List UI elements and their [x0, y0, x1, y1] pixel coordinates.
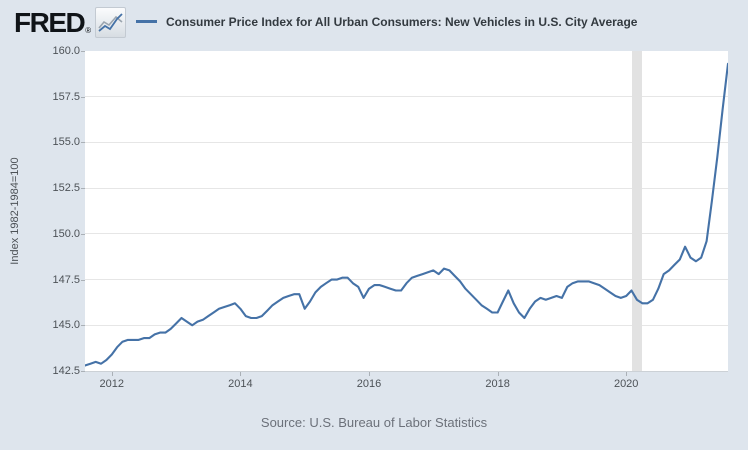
recession-band: [631, 51, 643, 371]
gridline: [85, 279, 728, 281]
gridline: [85, 96, 728, 98]
plot-area[interactable]: [85, 51, 728, 372]
gridline: [85, 324, 728, 326]
x-tick-mark: [240, 372, 242, 376]
x-tick-mark: [368, 372, 370, 376]
registered-trademark-symbol: ®: [85, 26, 92, 35]
cpi-new-vehicles-line[interactable]: [85, 62, 728, 367]
x-tick-mark: [626, 372, 628, 376]
x-tick-mark: [497, 372, 499, 376]
x-tick-mark: [111, 372, 113, 376]
series-legend-line-marker: [136, 20, 157, 23]
y-tick-mark: [81, 142, 85, 144]
y-tick-mark: [81, 51, 85, 52]
y-axis-title: Index 1982-1984=100: [9, 157, 21, 265]
gridline: [85, 187, 728, 189]
series-title-link[interactable]: Consumer Price Index for All Urban Consu…: [166, 15, 638, 29]
y-tick-label: 155.0: [52, 136, 80, 149]
y-tick-label: 145.0: [52, 319, 80, 332]
source-attribution: Source: U.S. Bureau of Labor Statistics: [260, 415, 488, 430]
y-tick-mark: [81, 325, 85, 327]
y-tick-mark: [81, 188, 85, 190]
y-tick-label: 152.5: [52, 182, 80, 195]
y-tick-label: 150.0: [52, 227, 80, 240]
x-tick-label: 2014: [228, 378, 253, 390]
fred-logo-text: FRED: [14, 6, 86, 38]
y-tick-label: 147.5: [52, 273, 80, 286]
y-tick-mark: [81, 279, 85, 281]
y-tick-label: 160.0: [52, 45, 80, 57]
y-tick-mark: [81, 233, 85, 235]
y-tick-mark: [81, 371, 85, 372]
x-tick-label: 2020: [613, 378, 639, 390]
y-tick-label: 142.5: [52, 365, 80, 377]
gridline: [85, 141, 728, 143]
y-tick-mark: [81, 96, 85, 98]
sparkline-chart-icon: [95, 7, 127, 38]
x-tick-label: 2018: [485, 378, 510, 390]
y-tick-label: 157.5: [52, 90, 80, 103]
gridline: [85, 233, 728, 235]
x-tick-label: 2012: [99, 378, 125, 390]
x-tick-label: 2016: [356, 378, 382, 390]
fred-logo[interactable]: FRED ®: [14, 6, 127, 38]
